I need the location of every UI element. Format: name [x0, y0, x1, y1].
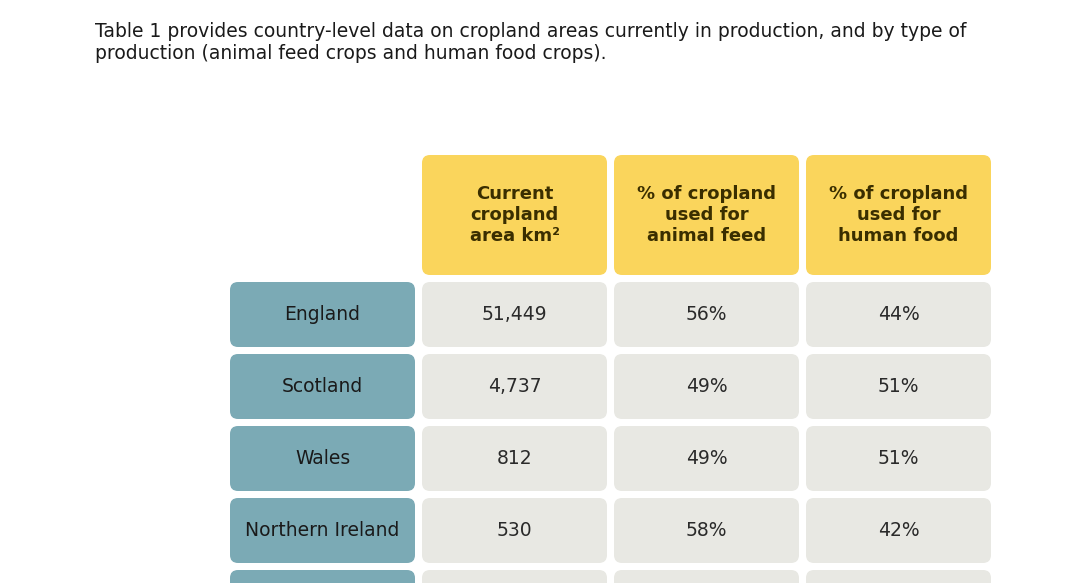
- FancyBboxPatch shape: [806, 498, 991, 563]
- Text: 51%: 51%: [878, 377, 919, 396]
- FancyBboxPatch shape: [615, 426, 799, 491]
- Text: % of cropland
used for
animal feed: % of cropland used for animal feed: [637, 185, 777, 245]
- Text: 812: 812: [497, 449, 532, 468]
- FancyBboxPatch shape: [422, 498, 607, 563]
- Text: 49%: 49%: [686, 449, 727, 468]
- Text: 42%: 42%: [878, 521, 919, 540]
- FancyBboxPatch shape: [422, 155, 607, 275]
- Text: 44%: 44%: [878, 305, 919, 324]
- Text: 49%: 49%: [686, 377, 727, 396]
- Text: England: England: [284, 305, 361, 324]
- Text: % of cropland
used for
human food: % of cropland used for human food: [829, 185, 968, 245]
- FancyBboxPatch shape: [806, 570, 991, 583]
- Text: Wales: Wales: [295, 449, 350, 468]
- FancyBboxPatch shape: [615, 570, 799, 583]
- FancyBboxPatch shape: [806, 282, 991, 347]
- Text: 51,449: 51,449: [482, 305, 548, 324]
- Text: Northern Ireland: Northern Ireland: [245, 521, 400, 540]
- FancyBboxPatch shape: [422, 570, 607, 583]
- FancyBboxPatch shape: [230, 282, 415, 347]
- FancyBboxPatch shape: [806, 426, 991, 491]
- FancyBboxPatch shape: [230, 426, 415, 491]
- FancyBboxPatch shape: [806, 155, 991, 275]
- FancyBboxPatch shape: [230, 354, 415, 419]
- Text: Scotland: Scotland: [282, 377, 363, 396]
- FancyBboxPatch shape: [422, 354, 607, 419]
- Text: 58%: 58%: [686, 521, 727, 540]
- FancyBboxPatch shape: [422, 282, 607, 347]
- Text: 4,737: 4,737: [488, 377, 541, 396]
- FancyBboxPatch shape: [615, 155, 799, 275]
- FancyBboxPatch shape: [806, 354, 991, 419]
- Text: 530: 530: [497, 521, 532, 540]
- Text: Current
cropland
area km²: Current cropland area km²: [470, 185, 559, 245]
- FancyBboxPatch shape: [230, 498, 415, 563]
- Text: 51%: 51%: [878, 449, 919, 468]
- FancyBboxPatch shape: [230, 570, 415, 583]
- FancyBboxPatch shape: [422, 426, 607, 491]
- FancyBboxPatch shape: [615, 498, 799, 563]
- FancyBboxPatch shape: [615, 354, 799, 419]
- Text: Table 1 provides country-level data on cropland areas currently in production, a: Table 1 provides country-level data on c…: [95, 22, 967, 63]
- FancyBboxPatch shape: [615, 282, 799, 347]
- Text: 56%: 56%: [686, 305, 727, 324]
